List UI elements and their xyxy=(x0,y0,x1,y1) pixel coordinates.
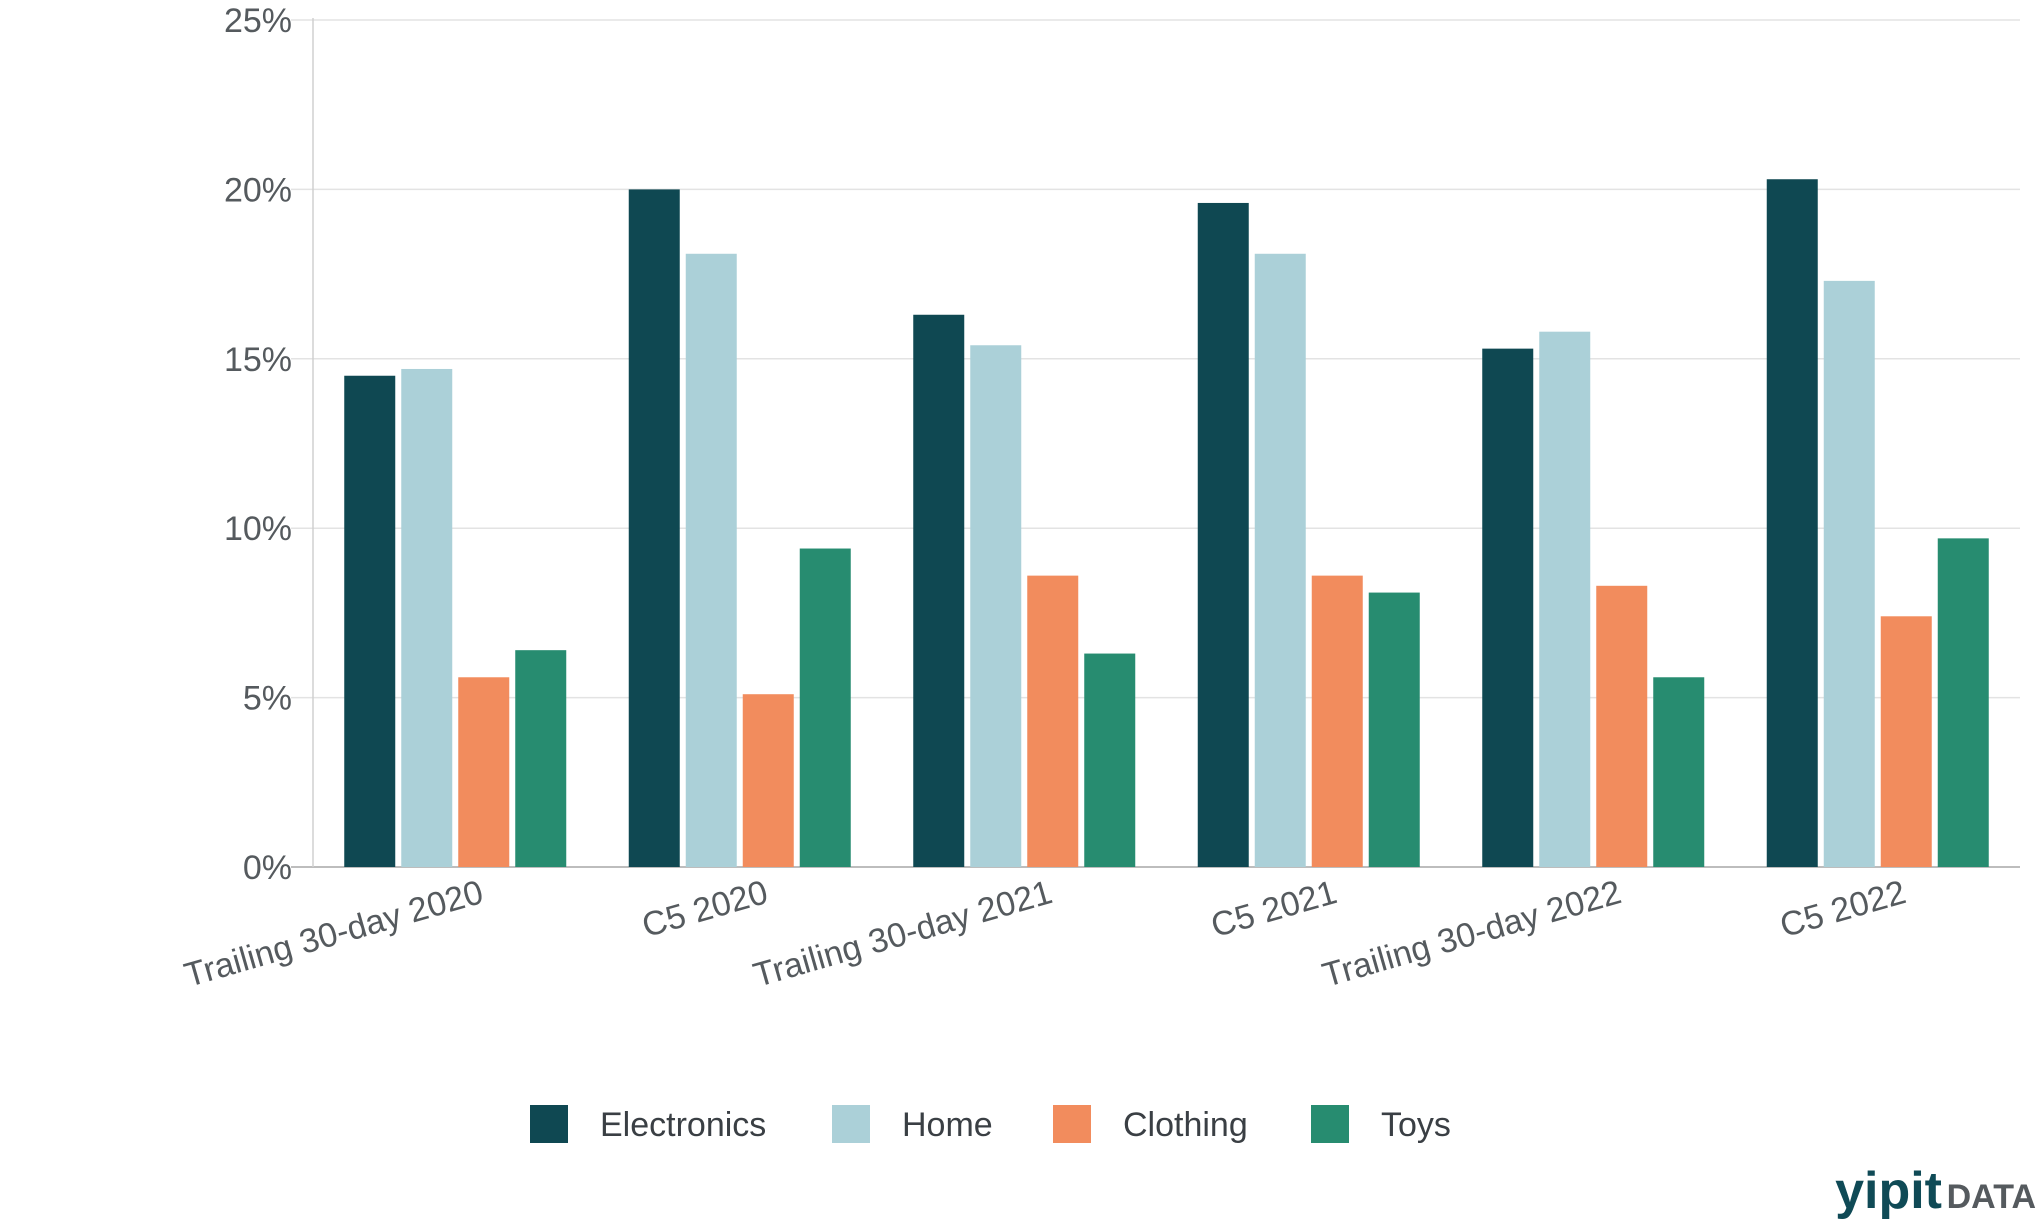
bar-clothing xyxy=(742,694,794,867)
bars xyxy=(344,179,1989,868)
legend-label: Electronics xyxy=(600,1106,766,1144)
y-tick-label: 0% xyxy=(243,849,292,887)
legend-swatch xyxy=(1311,1105,1349,1143)
bar-toys xyxy=(1084,653,1136,867)
bar-clothing xyxy=(1027,575,1079,867)
legend-swatch xyxy=(530,1105,568,1143)
x-tick-label: C5 2022 xyxy=(1776,873,1910,945)
bar-toys xyxy=(1368,592,1420,867)
bar-clothing xyxy=(458,677,510,867)
bar-toys xyxy=(799,548,851,867)
x-tick-label: C5 2020 xyxy=(638,873,772,945)
bar-home xyxy=(970,345,1022,867)
bar-toys xyxy=(1937,538,1989,867)
legend-swatch xyxy=(832,1105,870,1143)
bar-clothing xyxy=(1596,585,1648,867)
bar-home xyxy=(1254,253,1306,868)
x-tick-label: Trailing 30-day 2022 xyxy=(1318,873,1625,995)
legend-label: Home xyxy=(902,1106,993,1144)
y-tick-label: 25% xyxy=(224,2,292,40)
bar-electronics xyxy=(628,189,680,867)
legend-label: Toys xyxy=(1381,1106,1451,1144)
legend-swatch xyxy=(1053,1105,1091,1143)
legend-label: Clothing xyxy=(1123,1106,1248,1144)
bar-toys xyxy=(515,650,567,867)
gridlines xyxy=(291,18,2020,868)
bar-electronics xyxy=(344,375,396,867)
logo-brand-text: yipit xyxy=(1835,1162,1942,1220)
bar-home xyxy=(685,253,737,868)
x-tick-label: Trailing 30-day 2021 xyxy=(749,873,1056,995)
legend: Electronics Home Clothing Toys xyxy=(530,1105,1451,1144)
bar-clothing xyxy=(1880,616,1932,867)
y-tick-label: 20% xyxy=(224,171,292,209)
logo-suffix-text: DATA xyxy=(1947,1178,2036,1216)
bar-home xyxy=(401,368,453,867)
y-tick-label: 10% xyxy=(224,510,292,548)
x-tick-label: C5 2021 xyxy=(1207,873,1341,945)
bar-home xyxy=(1539,331,1591,867)
bar-electronics xyxy=(1197,202,1249,867)
y-axis-ticks: 0% 5% 10% 15% 20% 25% xyxy=(224,2,292,887)
bar-electronics xyxy=(1482,348,1534,867)
bar-home xyxy=(1823,280,1875,868)
y-tick-label: 5% xyxy=(243,680,292,718)
bar-electronics xyxy=(1766,179,1818,868)
bar-toys xyxy=(1653,677,1705,867)
bar-clothing xyxy=(1311,575,1363,867)
yipit-data-logo: yipit DATA xyxy=(1835,1162,2036,1220)
bar-electronics xyxy=(913,314,965,868)
y-tick-label: 15% xyxy=(224,341,292,379)
x-tick-label: Trailing 30-day 2020 xyxy=(180,873,487,995)
